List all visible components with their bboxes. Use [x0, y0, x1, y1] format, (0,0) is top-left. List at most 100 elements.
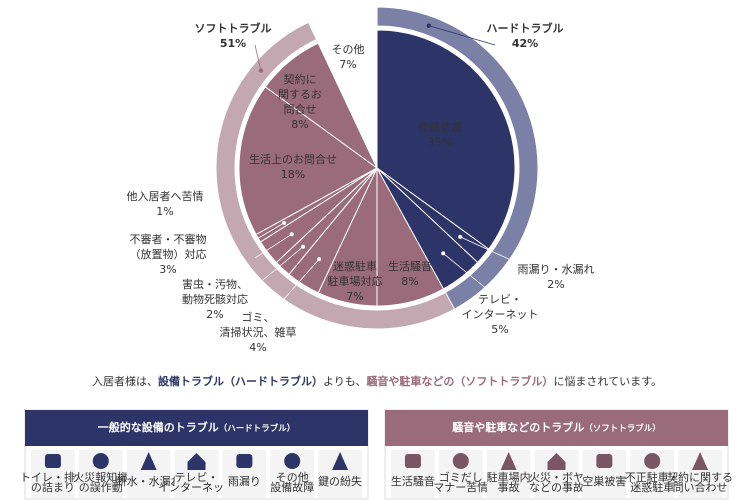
item-label: 断水・水漏れ — [116, 474, 182, 488]
sentence-part: 入居者様は、 — [92, 374, 158, 388]
leader-line — [262, 246, 304, 281]
slice-label: 不審者・不審物 — [130, 232, 207, 246]
item-icon — [187, 453, 206, 470]
item-label: 空巣被害 — [582, 474, 626, 488]
item-label: 火災・ボヤ — [529, 471, 584, 484]
item-label: インターネット — [158, 481, 235, 494]
item-icon — [547, 453, 566, 470]
panel-title-sub: （ソフトトラブル） — [584, 423, 661, 434]
item-label: 設備故障 — [270, 480, 314, 494]
panel-title: 騒音や駐車などのトラブル（ソフトトラブル） — [452, 420, 661, 434]
item-icon — [692, 452, 709, 470]
item-icon — [500, 452, 517, 470]
item-label: 雨漏り — [228, 475, 261, 488]
item-label: 不正駐車・ — [625, 470, 680, 484]
slice-label: その他 — [332, 43, 365, 56]
item-label: などの事故 — [529, 480, 584, 494]
summary-sentence: 入居者様は、設備トラブル（ハードトラブル）よりも、騒音や駐車などの（ソフトトラブ… — [92, 374, 662, 388]
pie-slice — [376, 29, 516, 250]
slice-label: 駐車場対応 — [328, 274, 383, 288]
pie-slice — [317, 29, 378, 169]
item-icon — [452, 453, 469, 469]
slice-label: 害虫・汚物、 — [182, 277, 248, 291]
item-icon — [404, 454, 421, 468]
item-icon — [596, 454, 613, 468]
slice-value-label: 4% — [249, 341, 266, 354]
leader-line — [282, 258, 320, 301]
group-label: ハードトラブル — [487, 21, 564, 35]
panel-header — [385, 410, 728, 446]
item-icon — [92, 453, 109, 469]
item-icon — [644, 453, 661, 469]
item-label: 契約に関する — [667, 470, 733, 484]
slice-value-label: 5% — [491, 323, 508, 336]
panel-title-main: 騒音や駐車などのトラブル — [452, 420, 584, 434]
slice-label: 清掃状況、雑草 — [220, 325, 297, 339]
slice-value-label: 8% — [291, 118, 308, 131]
group-ring-segment — [215, 21, 456, 330]
leader-line — [254, 44, 262, 71]
slice-value-label: 7% — [346, 290, 363, 303]
slice-value-label: 1% — [156, 205, 173, 218]
item-icon — [284, 453, 301, 469]
leader-line — [460, 236, 516, 263]
slice-label: インターネット — [462, 308, 539, 321]
item-icon — [44, 454, 61, 468]
panel-header — [25, 410, 368, 446]
slice-label: 問合せ — [284, 102, 317, 116]
item-label: 迷惑駐車 — [630, 480, 674, 494]
item-icon — [332, 452, 349, 470]
slice-label: 生活騒音 — [388, 259, 432, 273]
leader-line — [428, 25, 496, 46]
item-icon — [236, 454, 253, 468]
slice-value-label: 35% — [428, 136, 452, 149]
group-value-label: 51% — [220, 37, 246, 50]
item-label: の誤作動 — [79, 480, 123, 494]
item-label: ゴミだし — [439, 470, 483, 484]
slice-label: 修繕依頼 — [418, 120, 462, 134]
slice-label: 迷惑駐車 — [333, 259, 377, 273]
group-label: ソフトトラブル — [195, 21, 272, 35]
panel-title: 一般的な設備のトラブル（ハードトラブル） — [98, 420, 296, 434]
item-label: テレビ・ — [175, 471, 219, 484]
item-icon — [140, 452, 157, 470]
slice-label: 雨漏り・水漏れ — [518, 263, 595, 276]
item-label: の詰まり — [31, 480, 75, 494]
item-label: 問い合わせ — [673, 480, 728, 494]
slice-value-label: 2% — [206, 308, 223, 321]
slice-value-label: 8% — [401, 275, 418, 288]
leader-line — [254, 233, 292, 259]
sentence-part: 設備トラブル（ハードトラブル） — [158, 374, 323, 388]
leader-line — [442, 253, 489, 291]
slice-value-label: 7% — [339, 58, 356, 71]
group-value-label: 42% — [512, 37, 538, 50]
item-label: その他 — [276, 471, 309, 484]
slice-label: 動物死骸対応 — [182, 292, 248, 306]
slice-label: 契約に — [284, 72, 317, 86]
slice-value-label: 2% — [547, 278, 564, 291]
leader-dot — [426, 23, 432, 28]
slice-label: 生活上のお問合せ — [249, 152, 337, 166]
item-label: 火災報知機 — [73, 470, 128, 484]
pie-slice — [238, 86, 378, 236]
slice-value-label: 3% — [159, 263, 176, 276]
sentence-part: 騒音や駐車などの（ソフトトラブル） — [366, 374, 553, 388]
item-label: マナー苦情 — [433, 481, 488, 494]
item-label: 駐車場内 — [487, 470, 531, 484]
panel-title-main: 一般的な設備のトラブル — [98, 420, 219, 434]
slice-label: ゴミ、 — [242, 310, 275, 324]
slice-value-label: 18% — [281, 168, 305, 181]
panel-title-sub: （ハードトラブル） — [219, 423, 296, 434]
slice-label: 他入居者へ苦情 — [127, 190, 204, 203]
slice-label: テレビ・ — [478, 293, 522, 306]
slice-label: （放置物）対応 — [130, 247, 207, 261]
item-label: 生活騒音 — [391, 474, 435, 488]
item-label: 事故 — [498, 480, 520, 494]
sentence-part: よりも、 — [323, 375, 366, 388]
item-label: トイレ・排水 — [20, 470, 86, 484]
slice-label: 関するお — [278, 88, 322, 101]
leader-line — [254, 222, 285, 241]
item-label: 鍵の紛失 — [318, 474, 362, 488]
sentence-part: に悩まされています。 — [553, 374, 662, 388]
